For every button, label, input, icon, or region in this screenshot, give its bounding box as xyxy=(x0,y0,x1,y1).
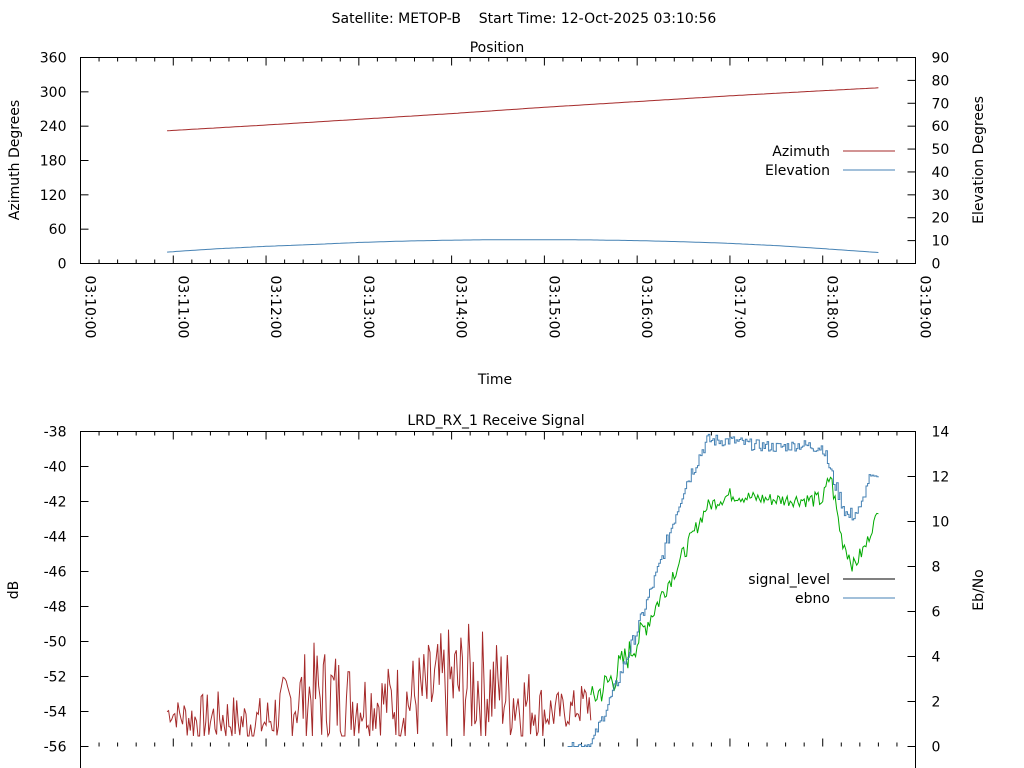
y-tick-label: 30 xyxy=(932,188,950,204)
y-tick-label: 240 xyxy=(40,119,67,135)
y-tick-label: 8 xyxy=(932,560,941,576)
receive-signal-chart-legend: signal_level ebno xyxy=(748,572,895,607)
y-tick-label: -54 xyxy=(44,705,67,721)
y-tick-label: 60 xyxy=(932,119,950,135)
y-tick-label: 4 xyxy=(932,650,941,666)
position-chart-y2-axis: 0 10 20 30 40 50 60 70 80 90 xyxy=(907,51,950,273)
receive-signal-chart-y2label: Eb/No xyxy=(971,569,987,611)
receive-signal-chart-y2-axis: 0 2 4 6 8 10 12 14 xyxy=(907,425,950,756)
x-tick-label: 03:10:00 xyxy=(82,276,98,339)
x-tick-label: 03:18:00 xyxy=(824,276,840,339)
x-tick-label: 03:14:00 xyxy=(453,276,469,339)
position-chart: Position 0 60 120 180 240 300 360 0 10 20 30 40 50 6… xyxy=(7,40,987,388)
x-tick-label: 03:12:00 xyxy=(267,276,283,339)
y-tick-label: 180 xyxy=(40,154,67,170)
x-tick-label: 03:16:00 xyxy=(638,276,654,339)
series-signal-level-segment-1 xyxy=(590,476,879,702)
x-tick-label: 03:17:00 xyxy=(731,276,747,339)
y-tick-label: 50 xyxy=(932,142,950,158)
receive-signal-chart-title: LRD_RX_1 Receive Signal xyxy=(407,413,584,429)
y-tick-label: 40 xyxy=(932,165,950,181)
series-ebno-line xyxy=(567,433,879,747)
position-chart-x-axis: 03:10:00 03:11:00 03:12:00 03:13:00 03:14:00… xyxy=(80,57,933,339)
series-azimuth-line xyxy=(167,87,879,132)
y-tick-label: -52 xyxy=(44,670,67,686)
x-tick-label: 03:11:00 xyxy=(174,276,190,339)
position-chart-series xyxy=(167,87,879,253)
y-tick-label: 12 xyxy=(932,470,950,486)
position-chart-title: Position xyxy=(470,40,525,56)
y-tick-label: -50 xyxy=(44,635,67,651)
y-tick-label: 70 xyxy=(932,96,950,112)
position-chart-ylabel: Azimuth Degrees xyxy=(7,100,23,220)
y-tick-label: 90 xyxy=(932,51,950,67)
position-chart-frame xyxy=(80,57,916,264)
y-tick-label: 300 xyxy=(40,85,67,101)
y-tick-label: 0 xyxy=(932,740,941,756)
y-tick-label: 2 xyxy=(932,695,941,711)
legend-ebno-label: ebno xyxy=(795,591,830,607)
y-tick-label: -40 xyxy=(44,460,67,476)
y-tick-label: 10 xyxy=(932,515,950,531)
y-tick-label: 120 xyxy=(40,188,67,204)
y-tick-label: 360 xyxy=(40,51,67,67)
y-tick-label: -38 xyxy=(44,425,67,441)
receive-signal-chart-x-axis xyxy=(80,431,916,747)
x-tick-label: 03:19:00 xyxy=(917,276,933,339)
page-title: Satellite: METOP-B Start Time: 12-Oct-20… xyxy=(332,11,717,27)
y-tick-label: -48 xyxy=(44,600,67,616)
y-tick-label: 20 xyxy=(932,211,950,227)
y-tick-label: -56 xyxy=(44,740,67,756)
y-tick-label: -44 xyxy=(44,530,67,546)
y-tick-label: 6 xyxy=(932,605,941,621)
y-tick-label: 10 xyxy=(932,234,950,250)
series-elevation-line xyxy=(167,239,879,253)
y-tick-label: 0 xyxy=(932,257,941,273)
receive-signal-chart: LRD_RX_1 Receive Signal -38-40-42-44-46-… xyxy=(6,413,987,768)
position-chart-y2label: Elevation Degrees xyxy=(971,96,987,224)
y-tick-label: 14 xyxy=(932,425,950,441)
legend-signal-level-label: signal_level xyxy=(748,572,830,588)
y-tick-label: 0 xyxy=(58,257,67,273)
position-chart-legend: Azimuth Elevation xyxy=(765,144,895,179)
series-signal-level-segment-0 xyxy=(166,623,592,738)
y-tick-label: 80 xyxy=(932,73,950,89)
receive-signal-chart-series xyxy=(166,433,879,747)
y-tick-label: -46 xyxy=(44,565,67,581)
x-tick-label: 03:15:00 xyxy=(545,276,561,339)
position-chart-xlabel: Time xyxy=(477,372,512,388)
y-tick-label: 60 xyxy=(49,222,67,238)
position-chart-y-axis: 0 60 120 180 240 300 360 xyxy=(40,51,89,273)
receive-signal-chart-ylabel: dB xyxy=(6,581,22,600)
legend-elevation-label: Elevation xyxy=(765,163,830,179)
y-tick-label: -42 xyxy=(44,495,67,511)
receive-signal-chart-y-axis: -38 -40 -42 -44 -46 -48 -50 -52 -54 -56 xyxy=(44,425,89,756)
legend-azimuth-label: Azimuth xyxy=(772,144,830,160)
x-tick-label: 03:13:00 xyxy=(360,276,376,339)
